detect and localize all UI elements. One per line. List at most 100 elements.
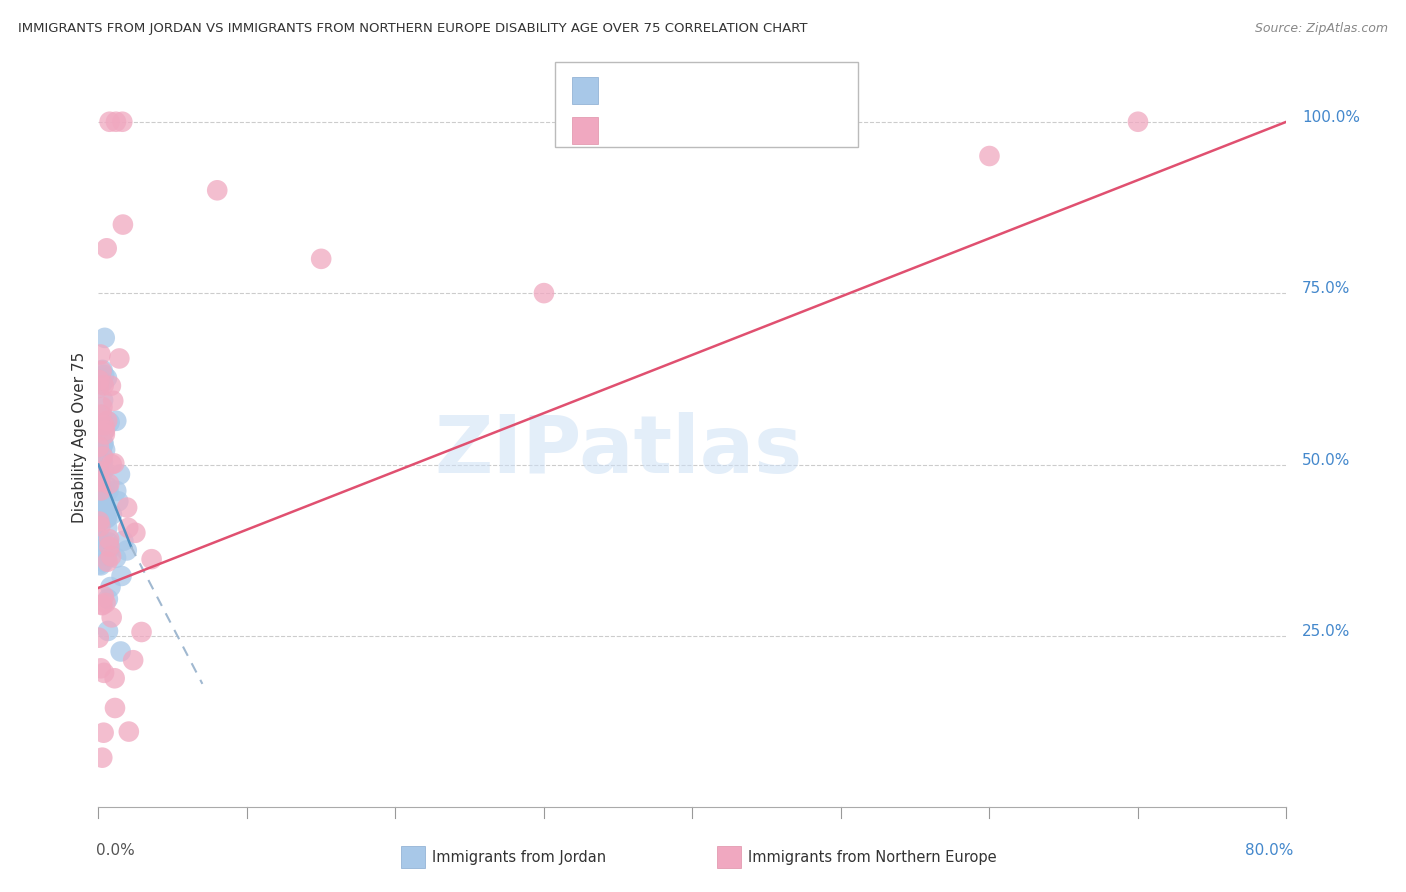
Point	[90, 480, 112, 494]
Point	[91, 496, 114, 510]
Text: Source: ZipAtlas.com: Source: ZipAtlas.com	[1254, 22, 1388, 36]
Point	[89, 372, 111, 386]
Point	[90, 511, 112, 525]
Point	[93, 555, 115, 569]
Text: 100.0%: 100.0%	[1302, 110, 1360, 125]
Point	[98, 542, 121, 557]
Point	[110, 644, 132, 658]
Point	[91, 450, 114, 464]
Point	[111, 114, 134, 128]
Point	[100, 580, 122, 594]
Text: Immigrants from Jordan: Immigrants from Jordan	[432, 850, 606, 864]
Point	[103, 393, 125, 408]
Point	[93, 331, 115, 345]
Point	[93, 725, 115, 739]
Point	[93, 509, 115, 524]
Text: 68: 68	[769, 80, 792, 98]
Point	[94, 500, 117, 515]
Point	[93, 378, 115, 392]
Point	[90, 442, 112, 456]
Point	[89, 467, 111, 481]
Point	[105, 414, 128, 428]
Point	[93, 483, 115, 497]
Point	[93, 437, 115, 451]
Point	[207, 183, 229, 197]
Point	[89, 431, 111, 445]
Point	[87, 479, 110, 493]
Point	[89, 475, 111, 489]
Point	[108, 467, 131, 482]
Point	[91, 505, 114, 519]
Point	[91, 598, 114, 612]
Point	[90, 558, 112, 573]
Point	[91, 376, 114, 391]
Point	[101, 508, 124, 522]
Point	[87, 421, 110, 435]
Point	[91, 750, 114, 764]
Text: Immigrants from Northern Europe: Immigrants from Northern Europe	[748, 850, 997, 864]
Point	[97, 480, 120, 494]
Point	[115, 543, 138, 558]
Point	[91, 512, 114, 526]
Point	[112, 533, 135, 548]
Point	[93, 368, 115, 382]
Point	[93, 424, 115, 438]
Text: 25.0%: 25.0%	[1302, 624, 1350, 639]
Text: R =: R =	[606, 80, 643, 98]
Point	[90, 482, 112, 496]
Point	[96, 414, 118, 428]
Point	[89, 519, 111, 533]
Point	[104, 701, 127, 715]
Text: 50.0%: 50.0%	[1302, 452, 1350, 467]
Point	[122, 653, 145, 667]
Point	[98, 532, 121, 546]
Text: 0.0%: 0.0%	[96, 843, 135, 858]
Point	[108, 351, 131, 366]
Y-axis label: Disability Age Over 75: Disability Age Over 75	[72, 351, 87, 523]
Point	[98, 416, 121, 430]
Point	[87, 433, 110, 447]
Point	[141, 552, 163, 566]
Point	[90, 408, 112, 422]
Point	[100, 378, 122, 392]
Point	[87, 440, 110, 454]
Point	[96, 521, 118, 535]
Point	[533, 286, 555, 301]
Point	[94, 508, 117, 523]
Point	[87, 631, 110, 645]
Point	[98, 114, 121, 128]
Point	[98, 477, 121, 491]
Point	[131, 625, 153, 640]
Point	[96, 510, 118, 524]
Point	[90, 417, 112, 432]
Text: ZIPatlas: ZIPatlas	[434, 412, 803, 490]
Point	[87, 381, 110, 395]
Text: IMMIGRANTS FROM JORDAN VS IMMIGRANTS FROM NORTHERN EUROPE DISABILITY AGE OVER 75: IMMIGRANTS FROM JORDAN VS IMMIGRANTS FRO…	[18, 22, 808, 36]
Text: R =: R =	[606, 120, 643, 138]
Point	[115, 500, 138, 515]
Point	[91, 598, 114, 612]
Point	[90, 453, 112, 467]
Point	[96, 511, 118, 525]
Point	[91, 447, 114, 461]
Point	[89, 537, 111, 551]
Point	[87, 499, 110, 513]
Point	[91, 363, 114, 377]
Point	[97, 535, 120, 549]
Point	[100, 549, 122, 564]
Text: 80.0%: 80.0%	[1246, 843, 1294, 858]
Point	[91, 400, 114, 414]
Point	[98, 540, 121, 554]
Point	[309, 252, 332, 266]
Text: 75.0%: 75.0%	[1302, 281, 1350, 296]
Point	[93, 463, 115, 477]
Point	[100, 610, 122, 624]
Point	[93, 589, 115, 603]
Point	[93, 665, 115, 680]
Point	[96, 549, 118, 563]
Point	[90, 661, 112, 675]
Point	[89, 515, 111, 529]
Point	[89, 376, 111, 391]
Point	[110, 569, 132, 583]
Point	[90, 364, 112, 378]
